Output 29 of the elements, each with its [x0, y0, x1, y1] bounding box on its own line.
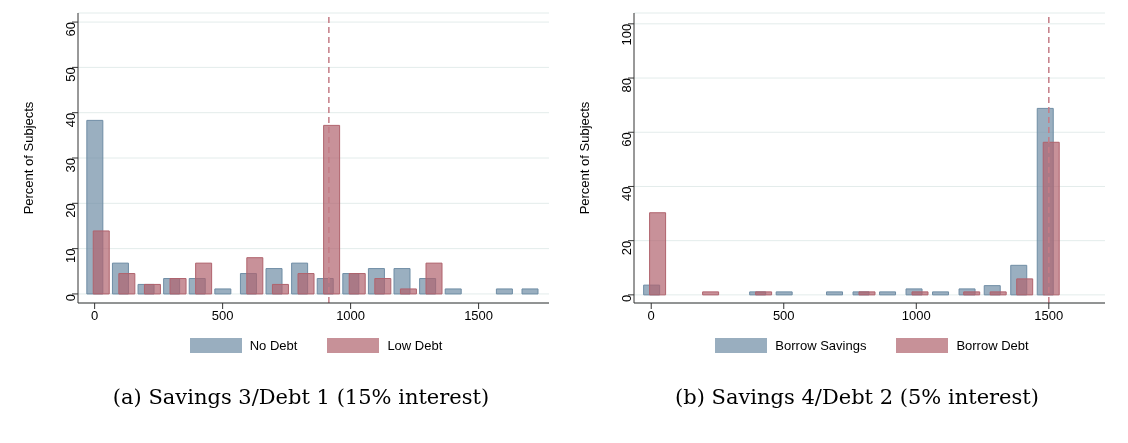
y-tick-label: 40: [62, 112, 78, 128]
legend-label: No Debt: [249, 338, 298, 353]
x-tick-label: 1500: [464, 308, 494, 324]
text: (a) Savings 3/Debt 1 (15% interest): [111, 385, 491, 409]
x-tick-label: 0: [91, 308, 99, 324]
y-tick-label: 20: [618, 240, 634, 256]
x-tick-label: 1000: [336, 308, 366, 324]
x-tick-label: 1000: [901, 308, 931, 324]
y-axis-title: Percent of Subjects: [576, 101, 592, 215]
y-axis-title: Percent of Subjects: [20, 101, 36, 215]
text: (b) Savings 4/Debt 2 (5% interest): [674, 385, 1040, 409]
y-tick-label: 60: [618, 132, 634, 147]
y-tick-label: 60: [62, 22, 78, 37]
legend-label: Borrow Debt: [956, 338, 1029, 353]
y-tick-label: 0: [618, 294, 634, 303]
legend-label: Borrow Savings: [775, 338, 867, 353]
y-tick-label: 50: [62, 67, 78, 82]
y-tick-label: 20: [62, 203, 78, 218]
x-tick-label: 500: [211, 308, 234, 324]
y-tick-label: 30: [62, 158, 78, 173]
y-tick-label: 80: [618, 78, 634, 93]
legend-label: Low Debt: [387, 338, 443, 353]
y-tick-label: 100: [618, 23, 634, 46]
y-tick-label: 40: [618, 186, 634, 201]
y-tick-label: 0: [62, 293, 78, 302]
y-tick-label: 10: [62, 248, 78, 264]
x-tick-label: 1500: [1034, 308, 1064, 324]
x-tick-label: 0: [647, 308, 655, 324]
x-tick-label: 500: [772, 308, 795, 324]
